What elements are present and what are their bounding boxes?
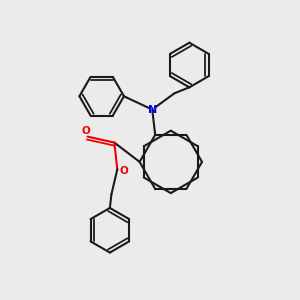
Text: N: N [148,105,157,115]
Text: O: O [81,126,90,136]
Text: O: O [119,166,128,176]
